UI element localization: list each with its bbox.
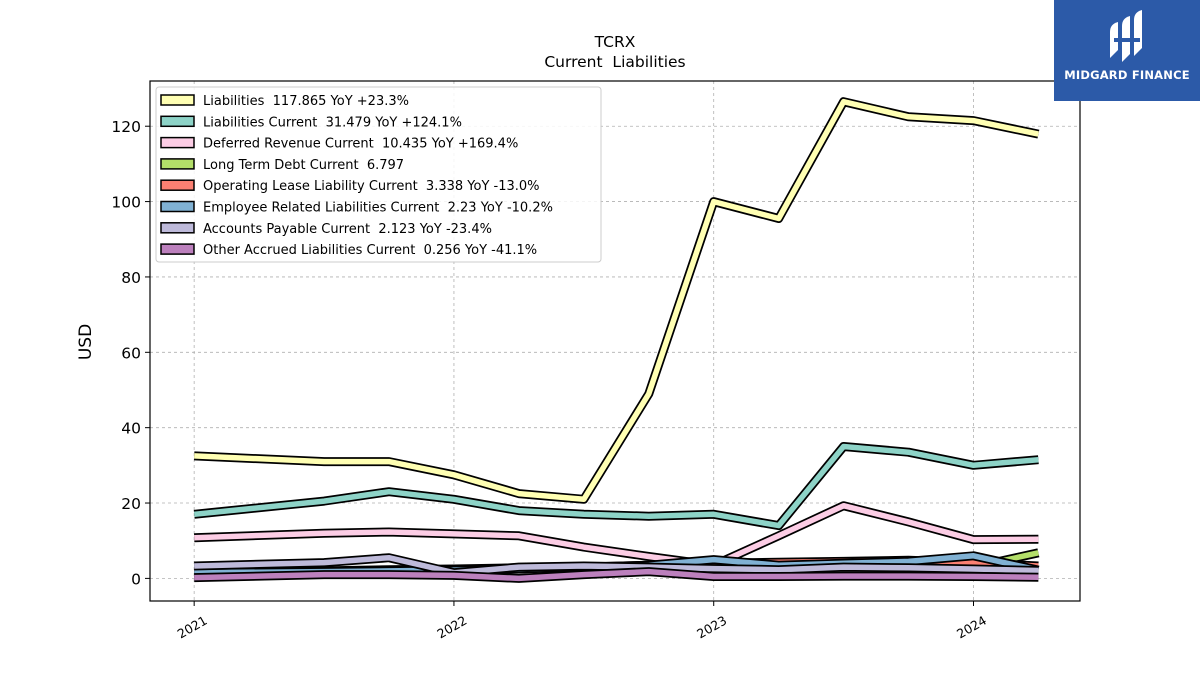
legend-frame	[155, 86, 602, 263]
series-line	[194, 567, 1039, 583]
chart-subtitle: Current Liabilities	[544, 53, 685, 71]
legend-label: Employee Related Liabilities Current 2.2…	[203, 201, 553, 216]
midgard-logo-icon	[1110, 10, 1142, 62]
y-tick-label: 80	[121, 269, 141, 287]
legend-label: Liabilities 117.865 YoY +23.3%	[203, 94, 409, 109]
y-tick-label: 40	[121, 420, 141, 438]
y-axis-label: USD	[76, 324, 96, 360]
legend-swatch	[160, 136, 195, 149]
series-line-stroke	[194, 568, 1039, 582]
series-layer	[193, 97, 1040, 583]
legend-swatch	[160, 243, 195, 255]
x-tick-label: 2023	[694, 613, 729, 642]
legend-label: Other Accrued Liabilities Current 0.256 …	[203, 243, 537, 258]
plot-frame	[149, 80, 1081, 602]
brand-logo: MIDGARD FINANCE	[1054, 0, 1200, 101]
x-tick-label: 2024	[954, 613, 989, 642]
y-tick-label: 60	[121, 344, 141, 362]
y-axis-ticks: 0 20 40 60 80 100 120	[111, 118, 150, 588]
series-line	[194, 97, 1040, 504]
legend-swatch	[160, 158, 195, 170]
series-line	[194, 553, 1039, 578]
y-tick-label: 120	[111, 118, 141, 136]
series-line-stroke	[193, 443, 1039, 529]
legend-swatch	[160, 200, 195, 213]
legend-label: Liabilities Current 31.479 YoY +124.1%	[203, 115, 462, 130]
x-tick-label: 2022	[434, 613, 469, 642]
legend-label: Accounts Payable Current 2.123 YoY -23.4…	[203, 222, 492, 237]
series-line-stroke	[194, 502, 1039, 568]
y-tick-label: 0	[131, 570, 141, 588]
legend-swatch	[160, 94, 195, 106]
legend: Liabilities 117.865 YoY +23.3% Liabilitie…	[155, 86, 602, 263]
legend-label: Operating Lease Liability Current 3.338 …	[203, 179, 540, 194]
chart-title: TCRX	[594, 33, 636, 51]
series-line	[193, 442, 1039, 531]
legend-label: Long Term Debt Current 6.797	[203, 158, 404, 173]
grid-lines	[150, 81, 1080, 601]
y-tick-label: 20	[121, 495, 141, 513]
logo-text: MIDGARD FINANCE	[1064, 68, 1190, 82]
series-line-stroke	[194, 98, 1039, 503]
y-tick-label: 100	[111, 194, 141, 212]
x-axis-ticks: 2021 2022 2023 2024	[175, 601, 989, 642]
series-line	[194, 501, 1039, 570]
series-line-stroke	[194, 554, 1039, 576]
legend-label: Deferred Revenue Current 10.435 YoY +169…	[203, 137, 518, 152]
x-tick-label: 2021	[175, 613, 210, 642]
legend-swatch	[160, 179, 195, 191]
legend-swatch	[160, 115, 195, 128]
legend-swatch	[160, 222, 195, 234]
